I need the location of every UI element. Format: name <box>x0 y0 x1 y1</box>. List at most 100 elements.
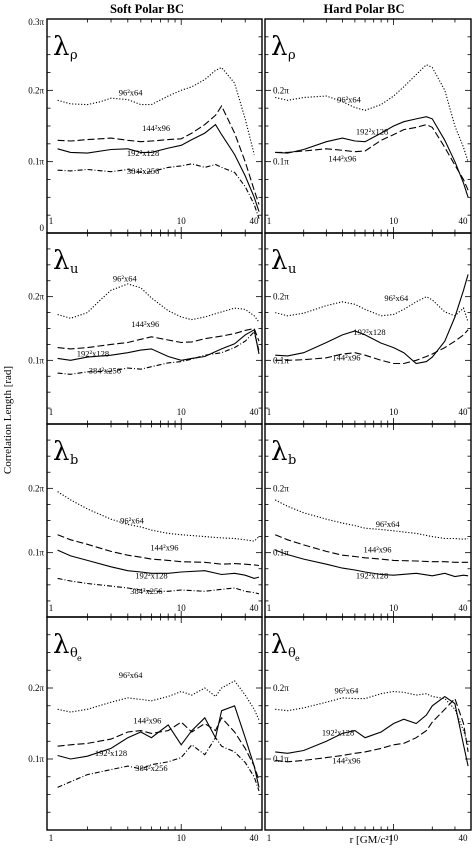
x-tick-label: 40 <box>459 407 469 417</box>
x-tick-label: 1 <box>49 407 54 417</box>
panel-frame <box>264 616 472 831</box>
series-label: 384²x256 <box>130 586 162 596</box>
x-axis-title: r [GM/c²] <box>350 834 393 846</box>
series-label: 96²x64 <box>113 273 138 283</box>
series-label: 192²x128 <box>356 127 388 137</box>
y-tick-label: 0.2π <box>28 85 44 95</box>
panel-symbol-subscript: ρ <box>70 48 78 63</box>
series-label: 96²x64 <box>119 670 144 680</box>
series-line <box>275 116 469 198</box>
series-line <box>57 330 260 375</box>
series-line <box>275 64 469 162</box>
series-label: 384²x256 <box>135 763 167 773</box>
series-line <box>275 690 469 745</box>
x-tick-label: 40 <box>250 216 260 226</box>
y-tick-label: 0.1π <box>273 754 289 764</box>
y-tick-label: 0.1π <box>28 355 44 365</box>
x-tick-label: 1 <box>267 603 272 613</box>
panel-0-0: 1 10 40 0 0.1π 0.2π 0.3π λ ρ 96²x64 144²x96 192²x12… <box>28 17 263 234</box>
series-label: 96²x64 <box>376 519 401 529</box>
series-label: 144²x96 <box>142 123 170 133</box>
panel-0-1: 1 10 40 0.1π 0.2π λ ρ 96²x64 192²x128 144²x96 <box>264 18 472 234</box>
series-label: 144²x96 <box>332 755 360 765</box>
y-tick-label: 0.2π <box>273 85 289 95</box>
panel-symbol: λ <box>53 32 69 62</box>
series-line <box>275 274 469 365</box>
panel-symbol-subscript: θ <box>70 646 78 661</box>
x-tick-label: 10 <box>389 833 399 843</box>
y-tick-label: 0.1π <box>28 754 44 764</box>
series-line <box>57 534 260 567</box>
series-label: 192²x128 <box>135 570 167 580</box>
series-line <box>275 329 469 365</box>
panel-2-0: 1 10 40 0.1π 0.2π λ b 96²x64 144²x96 192²x128 384²… <box>28 423 263 618</box>
x-tick-label: 40 <box>459 216 469 226</box>
panel-symbol: λ <box>271 246 287 276</box>
series-label: 384²x256 <box>127 166 159 176</box>
series-line <box>275 549 469 578</box>
x-tick-label: 1 <box>49 216 54 226</box>
x-tick-label: 10 <box>389 603 399 613</box>
series-label: 144²x96 <box>150 543 178 553</box>
x-tick-label: 1 <box>267 407 272 417</box>
x-tick-label: 40 <box>250 407 260 417</box>
series-label: 96²x64 <box>337 94 362 104</box>
series-line <box>57 163 260 219</box>
x-tick-label: 10 <box>389 407 399 417</box>
series-line <box>57 104 260 205</box>
panel-symbol: λ <box>271 437 287 467</box>
panel-symbol: λ <box>53 246 69 276</box>
x-tick-label: 1 <box>267 833 272 843</box>
panel-symbol: λ <box>53 630 69 660</box>
panel-1-0: 1 10 40 0.1π 0.2π λ u 96²x64 144²x96 192²x128 384²… <box>28 232 263 425</box>
y-tick-label: 0.2π <box>273 292 289 302</box>
series-line <box>57 123 260 212</box>
series-label: 144²x96 <box>131 319 159 329</box>
panel-symbol: λ <box>271 32 287 62</box>
series-label: 144²x96 <box>332 352 360 362</box>
y-tick-label: 0.2π <box>28 483 44 493</box>
panel-3-0: 1 10 40 0.1π 0.2π λ θ e 96²x64 144²x96 192²x128 384… <box>28 616 263 843</box>
series-label: 144²x96 <box>133 716 161 726</box>
panel-symbol-subscript: θ <box>288 646 296 661</box>
y-tick-label: 0.1π <box>28 157 44 167</box>
series-label: 96²x64 <box>335 686 360 696</box>
y-tick-label: 0.1π <box>28 548 44 558</box>
panel-symbol-subscript: b <box>70 453 78 468</box>
x-tick-label: 10 <box>389 216 399 226</box>
column-title-soft: Soft Polar BC <box>110 2 184 16</box>
series-line <box>57 680 260 721</box>
series-label: 96²x64 <box>119 87 144 97</box>
series-label: 144²x96 <box>328 154 356 164</box>
x-tick-label: 1 <box>49 833 54 843</box>
panel-symbol-subsubscript: e <box>295 654 300 663</box>
x-tick-label: 40 <box>459 603 469 613</box>
panel-symbol-subscript: u <box>288 262 296 277</box>
y-tick-label: 0.2π <box>273 683 289 693</box>
series-label: 192²x128 <box>127 148 159 158</box>
x-tick-label: 10 <box>177 833 187 843</box>
y-tick-label: 0.2π <box>28 292 44 302</box>
panel-3-1: 1 10 40 0.1π 0.2π λ θ e 96²x64 192²x128 144²x96 <box>264 616 472 843</box>
series-line <box>275 695 469 767</box>
x-tick-label: 10 <box>177 216 187 226</box>
series-line <box>57 491 260 542</box>
series-line <box>57 283 260 323</box>
y-tick-label: 0.2π <box>273 483 289 493</box>
series-line <box>275 296 469 323</box>
series-line <box>275 124 469 191</box>
series-line <box>57 736 260 792</box>
y-axis-title: Correlation Length [rad] <box>2 366 14 474</box>
series-line <box>57 577 260 595</box>
series-label: 384²x256 <box>89 366 121 376</box>
series-label: 192²x128 <box>356 570 388 580</box>
series-line <box>57 66 255 155</box>
series-line <box>57 549 260 579</box>
panel-symbol-subscript: u <box>70 262 78 277</box>
panel-symbol-subsubscript: e <box>77 654 82 663</box>
y-tick-label: 0 <box>40 223 45 233</box>
x-tick-label: 1 <box>49 603 54 613</box>
series-line <box>57 716 260 781</box>
